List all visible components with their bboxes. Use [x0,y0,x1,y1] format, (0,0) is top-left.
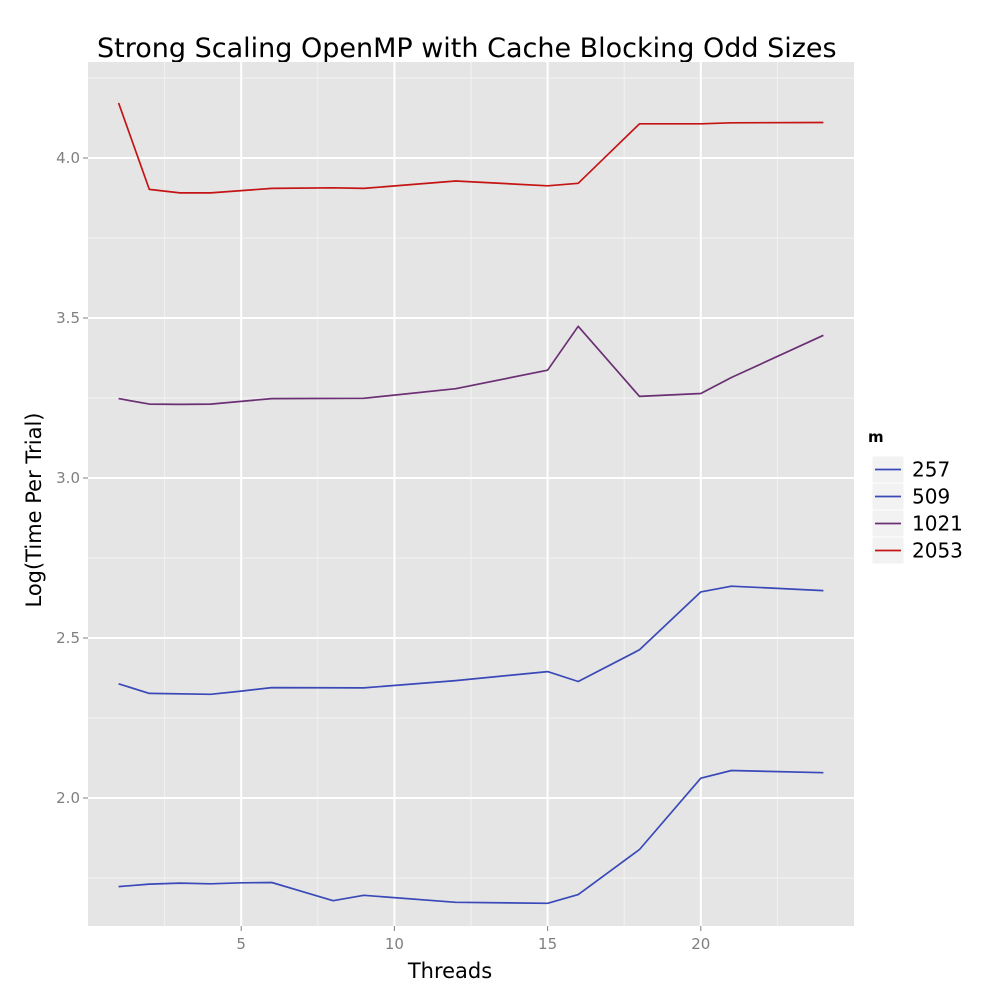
legend-label-257: 257 [912,458,950,482]
x-tick-label: 10 [385,935,404,953]
legend-label-509: 509 [912,485,950,509]
legend-label-1021: 1021 [912,512,963,536]
y-tick-label: 2.0 [56,789,80,807]
series-line-2053 [117,102,824,194]
y-tick-label: 3.5 [56,309,80,327]
legend-label-2053: 2053 [912,539,963,563]
series-line-257 [118,769,824,905]
y-axis-label: Log(Time Per Trial) [22,412,46,607]
y-tick-label: 2.5 [56,629,80,647]
series-line-1021 [118,325,824,406]
x-tick-label: 20 [691,935,710,953]
x-tick-label: 15 [538,935,557,953]
y-tick-label: 3.0 [56,469,80,487]
series-line-509 [118,585,824,696]
x-axis-label: Threads [407,959,492,983]
legend-title: m [868,428,884,446]
legend: m 257 509 1021 2053 [868,428,963,565]
chart-title: Strong Scaling OpenMP with Cache Blockin… [97,33,837,64]
y-tick-label: 4.0 [56,149,80,167]
gridlines [88,62,854,926]
x-tick-label: 5 [236,935,246,953]
axis-ticks: 5 10 15 20 2.0 2.5 3.0 3.5 4.0 [56,149,710,953]
series-lines [117,102,824,905]
